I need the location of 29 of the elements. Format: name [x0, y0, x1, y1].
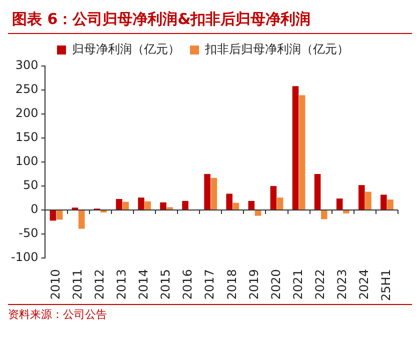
chart-title: 图表 6：公司归母净利润&扣非后归母净利润	[8, 8, 412, 34]
x-tick-label: 2013	[114, 269, 129, 300]
x-tick-label: 2012	[92, 269, 106, 300]
y-tick-label: 250	[15, 82, 38, 96]
legend-label: 扣非后归母净利润（亿元）	[204, 42, 349, 56]
y-tick-label: 50	[22, 178, 38, 192]
y-tick-label: -50	[18, 226, 38, 240]
y-tick-label: 300	[15, 58, 38, 72]
x-tick-label: 2017	[202, 269, 217, 300]
y-tick-label: 150	[15, 130, 38, 144]
x-tick-label: 2011	[70, 269, 84, 300]
x-tick-label: 2010	[48, 269, 62, 300]
y-tick-label: -100	[11, 250, 38, 264]
x-tick-label: 2015	[158, 269, 173, 300]
y-tick-label: 100	[15, 154, 38, 168]
x-tick-label: 2023	[335, 269, 350, 300]
legend-label: 归母净利润（亿元）	[72, 42, 180, 56]
x-tick-label: 2014	[136, 269, 151, 300]
x-tick-label: 2018	[224, 269, 239, 300]
x-tick-label: 2022	[312, 269, 327, 300]
y-tick-label: 0	[30, 202, 38, 216]
x-tick-label: 2020	[268, 269, 283, 300]
x-tick-label: 2016	[180, 269, 195, 300]
x-tick-label: 2021	[290, 269, 305, 300]
x-tick-label: 25H1	[379, 269, 394, 302]
text: 资料来源：公司公告	[8, 308, 107, 321]
y-tick-label: 200	[15, 106, 38, 120]
x-tick-label: 2024	[357, 269, 372, 300]
x-tick-label: 2019	[246, 269, 261, 300]
